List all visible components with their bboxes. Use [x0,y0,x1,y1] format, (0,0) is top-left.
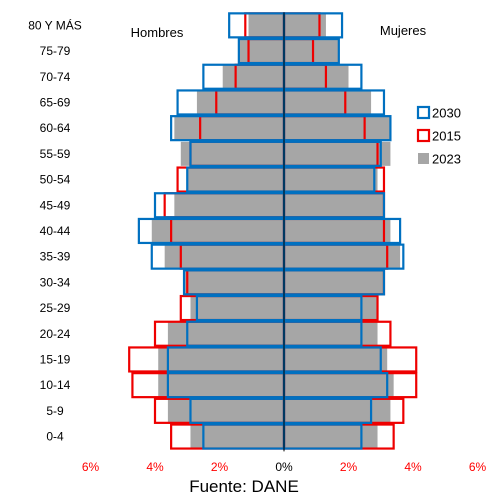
x-axis-tick-labels: 6% 4% 2% 0% 2% 4% 6% [82,460,487,474]
bar-2023-hombres-70-74 [222,64,284,89]
bar-2023-mujeres-45-49 [284,193,384,218]
age-label: 35-39 [40,250,71,264]
x-tick-label: 2% [211,460,229,474]
age-label: 60-64 [40,121,71,135]
x-tick-label: 6% [469,460,487,474]
legend-label-2023: 2023 [432,152,461,167]
age-label: 40-44 [40,224,71,238]
bar-2023-mujeres-70-74 [284,64,349,89]
bar-2023-hombres-45-49 [174,193,284,218]
bar-2023-hombres-80-y-m-s [248,13,284,38]
age-label: 0-4 [46,430,64,444]
population-pyramid-chart: 80 Y MÁS 75-79 70-74 65-69 60-64 55-59 50-54 45… [28,12,487,474]
x-tick-label: 6% [82,460,100,474]
bar-2023-hombres-35-39 [164,244,284,269]
bar-2023-hombres-15-19 [158,347,284,372]
x-tick-label: 2% [340,460,358,474]
bar-2023-hombres-40-44 [151,218,284,243]
age-label: 25-29 [40,301,71,315]
bar-2023-hombres-55-59 [180,141,284,166]
bar-2023-mujeres-60-64 [284,116,391,141]
age-label: 20-24 [40,327,71,341]
age-label: 5-9 [46,404,64,418]
bar-2023-hombres-75-79 [238,39,284,64]
bar-2023-hombres-50-54 [187,167,284,192]
bar-2023-hombres-60-64 [174,116,284,141]
bar-2023-hombres-25-29 [190,296,284,321]
age-label: 50-54 [40,173,71,187]
mujeres-label: Mujeres [380,23,427,38]
legend: 2030 2015 2023 [416,105,461,167]
age-label: 10-14 [40,378,71,392]
bar-2023-mujeres-35-39 [284,244,401,269]
legend-swatch-2015 [416,128,431,143]
age-label: 15-19 [40,352,71,366]
legend-label-2015: 2015 [432,129,461,144]
bar-2023-mujeres-30-34 [284,270,384,295]
bar-2023-mujeres-40-44 [284,218,391,243]
age-group-labels: 80 Y MÁS 75-79 70-74 65-69 60-64 55-59 50-54 45… [28,17,82,443]
bar-2023-mujeres-20-24 [284,321,378,346]
age-label: 75-79 [40,44,71,58]
bar-2023-hombres-10-14 [158,373,284,398]
bar-2023-mujeres-0-4 [284,424,378,449]
bar-2023-mujeres-55-59 [284,141,391,166]
x-tick-label: 4% [404,460,422,474]
age-label: 70-74 [40,70,71,84]
bar-2023-mujeres-25-29 [284,296,378,321]
legend-swatch-2023 [418,153,429,164]
bar-2023-hombres-65-69 [196,90,284,115]
bar-2023-mujeres-80-y-m-s [284,13,326,38]
bar-2023-hombres-0-4 [190,424,284,449]
bar-2023-mujeres-5-9 [284,398,391,423]
legend-swatch-2030 [416,105,431,120]
bar-2023-hombres-5-9 [167,398,284,423]
bar-2023-mujeres-15-19 [284,347,388,372]
hombres-label: Hombres [131,25,184,40]
age-label: 65-69 [40,95,71,109]
age-label: 45-49 [40,198,71,212]
age-label: 30-34 [40,275,71,289]
source-note: Fuente: DANE [189,477,299,496]
bar-2023-hombres-30-34 [184,270,284,295]
x-tick-label: 4% [146,460,164,474]
bar-2023-mujeres-65-69 [284,90,372,115]
legend-label-2030: 2030 [432,106,461,121]
series-2023-bars [151,13,401,449]
bar-2023-mujeres-50-54 [284,167,378,192]
bar-2023-mujeres-10-14 [284,373,394,398]
bar-2023-hombres-20-24 [167,321,284,346]
age-label: 80 Y MÁS [28,17,82,32]
age-label: 55-59 [40,147,71,161]
x-tick-label: 0% [275,460,293,474]
bar-2023-mujeres-75-79 [284,39,339,64]
